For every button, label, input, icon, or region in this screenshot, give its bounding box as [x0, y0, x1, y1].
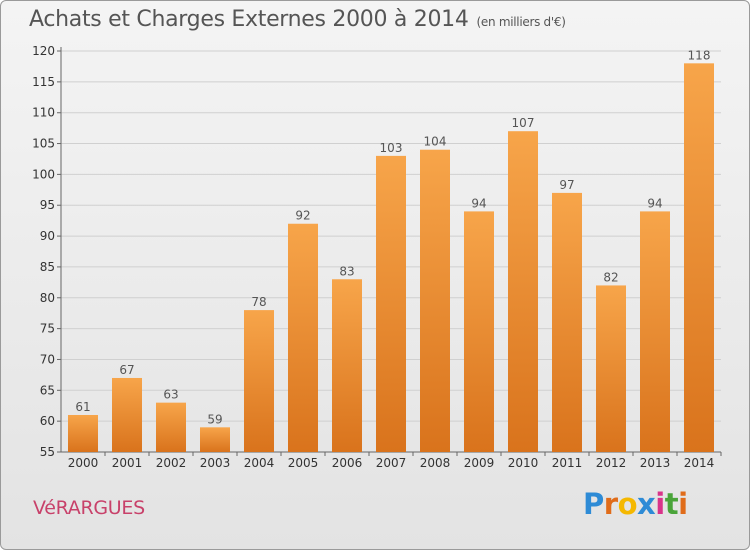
bar-2002: [156, 402, 186, 452]
logo-letter: o: [617, 487, 638, 521]
data-label-2004: 78: [251, 295, 266, 309]
y-tick-label: 100: [32, 167, 55, 181]
logo-letter: i: [655, 487, 665, 521]
bar-2013: [640, 211, 670, 452]
bar-2007: [376, 155, 406, 452]
bar-2012: [596, 285, 626, 452]
x-tick-label-2003: 2003: [200, 456, 231, 470]
logo-letter: P: [583, 487, 604, 521]
x-tick-label-2010: 2010: [508, 456, 539, 470]
title-text: Achats et Charges Externes 2000 à 2014: [29, 7, 469, 32]
data-label-2009: 94: [471, 196, 486, 210]
bar-2000: [68, 414, 98, 452]
data-label-2012: 82: [603, 270, 618, 284]
y-tick-label: 65: [40, 383, 55, 397]
data-label-2003: 59: [207, 412, 222, 426]
logo-letter: r: [603, 487, 618, 521]
x-tick-label-2005: 2005: [288, 456, 319, 470]
proxiti-logo[interactable]: Proxiti: [583, 487, 688, 521]
x-tick-label-2013: 2013: [640, 456, 671, 470]
y-tick-label: 105: [32, 137, 55, 151]
y-tick-label: 60: [40, 414, 55, 428]
y-tick-label: 85: [40, 260, 55, 274]
data-label-2006: 83: [339, 264, 354, 278]
unit-label: (en milliers d'€): [476, 15, 566, 29]
logo-letter: t: [664, 487, 679, 521]
y-tick-label: 90: [40, 229, 55, 243]
data-label-2005: 92: [295, 209, 310, 223]
data-label-2013: 94: [647, 196, 662, 210]
bar-2008: [420, 149, 450, 452]
x-tick-label-2012: 2012: [596, 456, 627, 470]
y-tick-label: 95: [40, 198, 55, 212]
bar-2010: [508, 131, 538, 452]
bar-2011: [552, 192, 582, 452]
y-tick-label: 80: [40, 291, 55, 305]
commune-name: VéRARGUES: [33, 497, 145, 519]
x-tick-label-2007: 2007: [376, 456, 407, 470]
data-label-2014: 118: [688, 48, 711, 62]
y-tick-label: 55: [40, 445, 55, 459]
data-label-2001: 67: [119, 363, 134, 377]
x-tick-label-2011: 2011: [552, 456, 583, 470]
x-tick-label-2006: 2006: [332, 456, 363, 470]
y-tick-label: 110: [32, 106, 55, 120]
bars: [68, 63, 714, 452]
x-tick-label-2000: 2000: [68, 456, 99, 470]
x-tick-label-2001: 2001: [112, 456, 143, 470]
logo-letter: x: [637, 487, 656, 521]
data-label-2002: 63: [163, 388, 178, 402]
chart-title: Achats et Charges Externes 2000 à 2014 (e…: [29, 7, 566, 32]
data-label-2010: 107: [512, 116, 535, 130]
y-tick-label: 75: [40, 322, 55, 336]
x-tick-label-2004: 2004: [244, 456, 275, 470]
bar-2004: [244, 310, 274, 452]
y-tick-label: 120: [32, 44, 55, 58]
bar-2005: [288, 223, 318, 452]
data-label-2008: 104: [424, 135, 447, 149]
bar-2001: [112, 377, 142, 452]
logo-letter: i: [678, 487, 688, 521]
y-tick-label: 115: [32, 75, 55, 89]
data-label-2011: 97: [559, 178, 574, 192]
y-tick-label: 70: [40, 352, 55, 366]
x-tick-label-2008: 2008: [420, 456, 451, 470]
x-tick-label-2009: 2009: [464, 456, 495, 470]
bar-2003: [200, 427, 230, 452]
bar-2009: [464, 211, 494, 452]
x-tick-label-2014: 2014: [684, 456, 715, 470]
x-tick-label-2002: 2002: [156, 456, 187, 470]
bar-2006: [332, 279, 362, 452]
data-label-2007: 103: [380, 141, 403, 155]
data-label-2000: 61: [75, 400, 90, 414]
labels: 55 60 65 70 75 80 85 90 95 100 105 110 115 120 61 2000 6…: [32, 44, 714, 470]
bar-2014: [684, 63, 714, 452]
